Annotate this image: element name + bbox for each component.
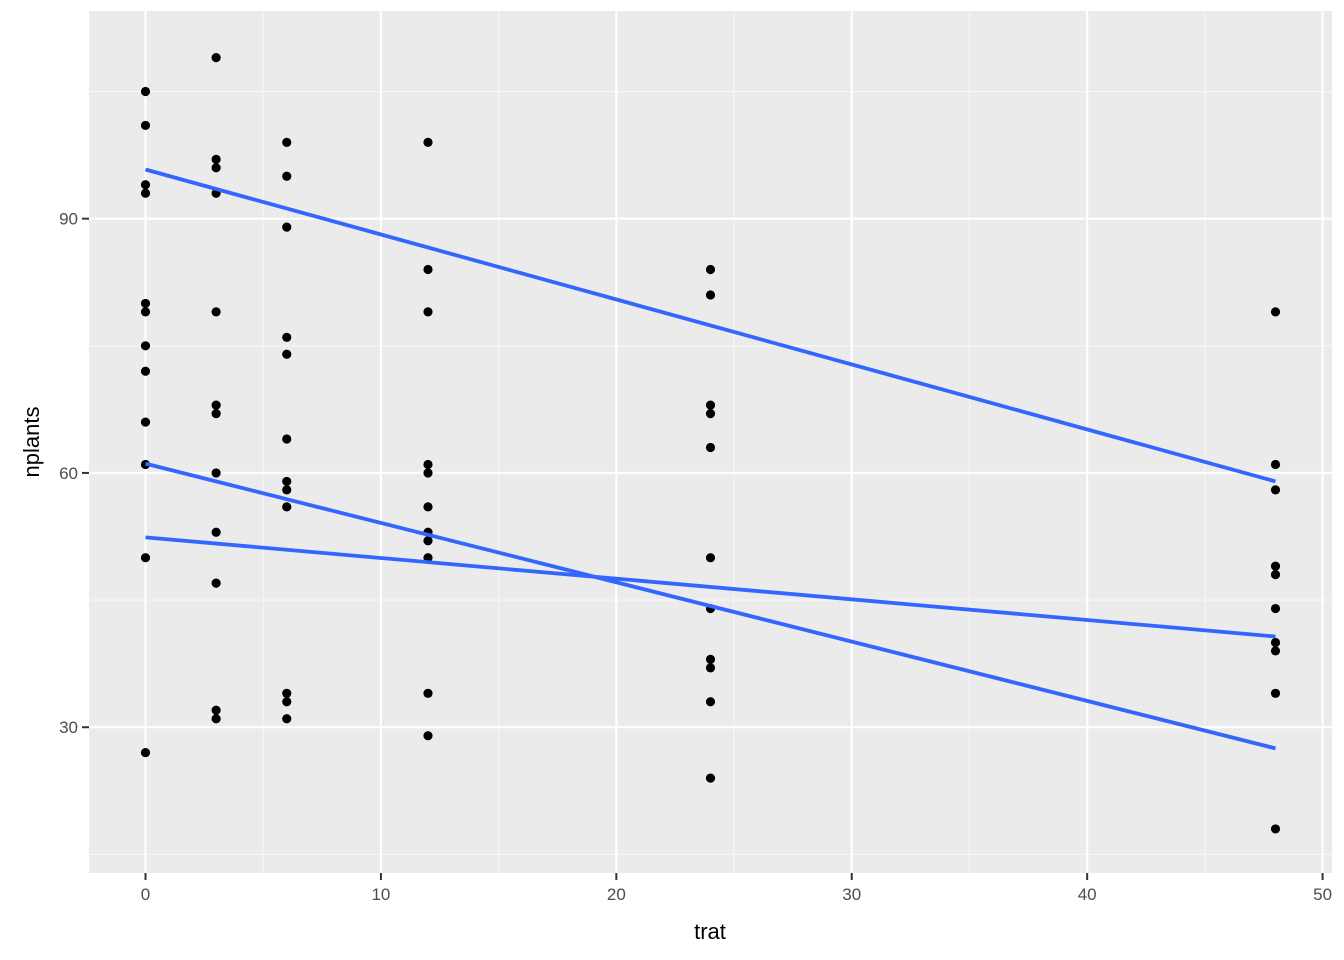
x-tick-label: 30 xyxy=(842,885,861,904)
data-point xyxy=(140,748,151,758)
data-point xyxy=(282,349,292,359)
data-point xyxy=(423,536,433,546)
data-point xyxy=(1270,307,1281,317)
data-point xyxy=(282,476,292,487)
data-point xyxy=(140,341,151,351)
data-point xyxy=(1270,688,1281,698)
data-point xyxy=(423,502,433,512)
y-axis-title: nplants xyxy=(19,407,44,478)
x-axis-title: trat xyxy=(694,919,726,944)
fit-line xyxy=(144,167,1277,484)
data-point xyxy=(211,400,221,410)
data-point xyxy=(282,137,292,147)
data-point xyxy=(282,485,292,495)
data-point xyxy=(140,553,151,563)
y-tick-label: 30 xyxy=(59,718,78,737)
data-point xyxy=(211,163,221,173)
data-point xyxy=(282,688,292,698)
y-tick-label: 90 xyxy=(59,210,78,229)
data-point xyxy=(1270,459,1281,470)
data-point xyxy=(1270,824,1281,834)
data-point xyxy=(423,688,433,698)
x-tick-label: 20 xyxy=(607,885,626,904)
x-tick-label: 40 xyxy=(1078,885,1097,904)
data-point xyxy=(282,434,292,444)
data-point xyxy=(705,409,716,419)
data-point xyxy=(1270,603,1281,614)
data-point xyxy=(282,502,292,512)
data-point xyxy=(423,307,433,317)
data-point xyxy=(705,697,716,707)
y-axis-ticks: 30 60 90 xyxy=(59,210,89,737)
data-point xyxy=(211,468,221,478)
x-tick-label: 50 xyxy=(1313,885,1332,904)
data-point xyxy=(1270,646,1281,656)
data-point xyxy=(423,468,433,478)
data-point xyxy=(282,714,292,724)
x-tick-label: 0 xyxy=(141,885,150,904)
data-point xyxy=(282,697,292,707)
data-point xyxy=(211,714,221,724)
data-point xyxy=(140,180,151,190)
minor-gridlines xyxy=(89,11,1332,873)
data-point xyxy=(140,120,151,131)
data-point xyxy=(282,332,292,342)
data-point xyxy=(140,366,151,376)
data-point xyxy=(423,553,433,563)
data-point xyxy=(705,663,716,673)
data-point xyxy=(140,298,151,309)
data-point xyxy=(705,442,716,453)
data-point xyxy=(211,409,221,419)
y-tick-label: 60 xyxy=(59,464,78,483)
major-gridlines xyxy=(89,11,1332,873)
data-point xyxy=(211,154,221,164)
data-point xyxy=(140,417,151,427)
data-point xyxy=(282,222,292,232)
data-point xyxy=(140,307,151,317)
fit-lines xyxy=(144,167,1277,751)
data-point xyxy=(423,137,433,147)
data-point xyxy=(140,188,151,198)
data-point xyxy=(211,578,221,588)
data-point xyxy=(211,307,221,317)
fit-line xyxy=(145,461,1276,751)
data-point xyxy=(1270,637,1281,648)
data-point xyxy=(705,400,716,410)
data-point xyxy=(211,705,221,715)
data-point xyxy=(705,553,716,563)
fit-line xyxy=(145,535,1276,639)
x-tick-label: 10 xyxy=(371,885,390,904)
data-point xyxy=(705,264,716,275)
data-point xyxy=(1270,485,1281,495)
data-point xyxy=(705,654,716,665)
plot-panel xyxy=(89,11,1332,873)
data-point xyxy=(282,171,292,181)
x-axis-ticks: 0 10 20 30 40 50 xyxy=(141,873,1332,904)
data-points xyxy=(140,53,1281,834)
data-point xyxy=(705,290,716,300)
data-point xyxy=(1270,570,1281,580)
data-point xyxy=(705,773,716,783)
data-point xyxy=(211,53,221,63)
data-point xyxy=(423,264,433,275)
data-point xyxy=(423,459,433,470)
data-point xyxy=(1270,561,1281,571)
data-point xyxy=(140,86,151,97)
data-point xyxy=(423,731,433,741)
data-point xyxy=(211,527,221,537)
